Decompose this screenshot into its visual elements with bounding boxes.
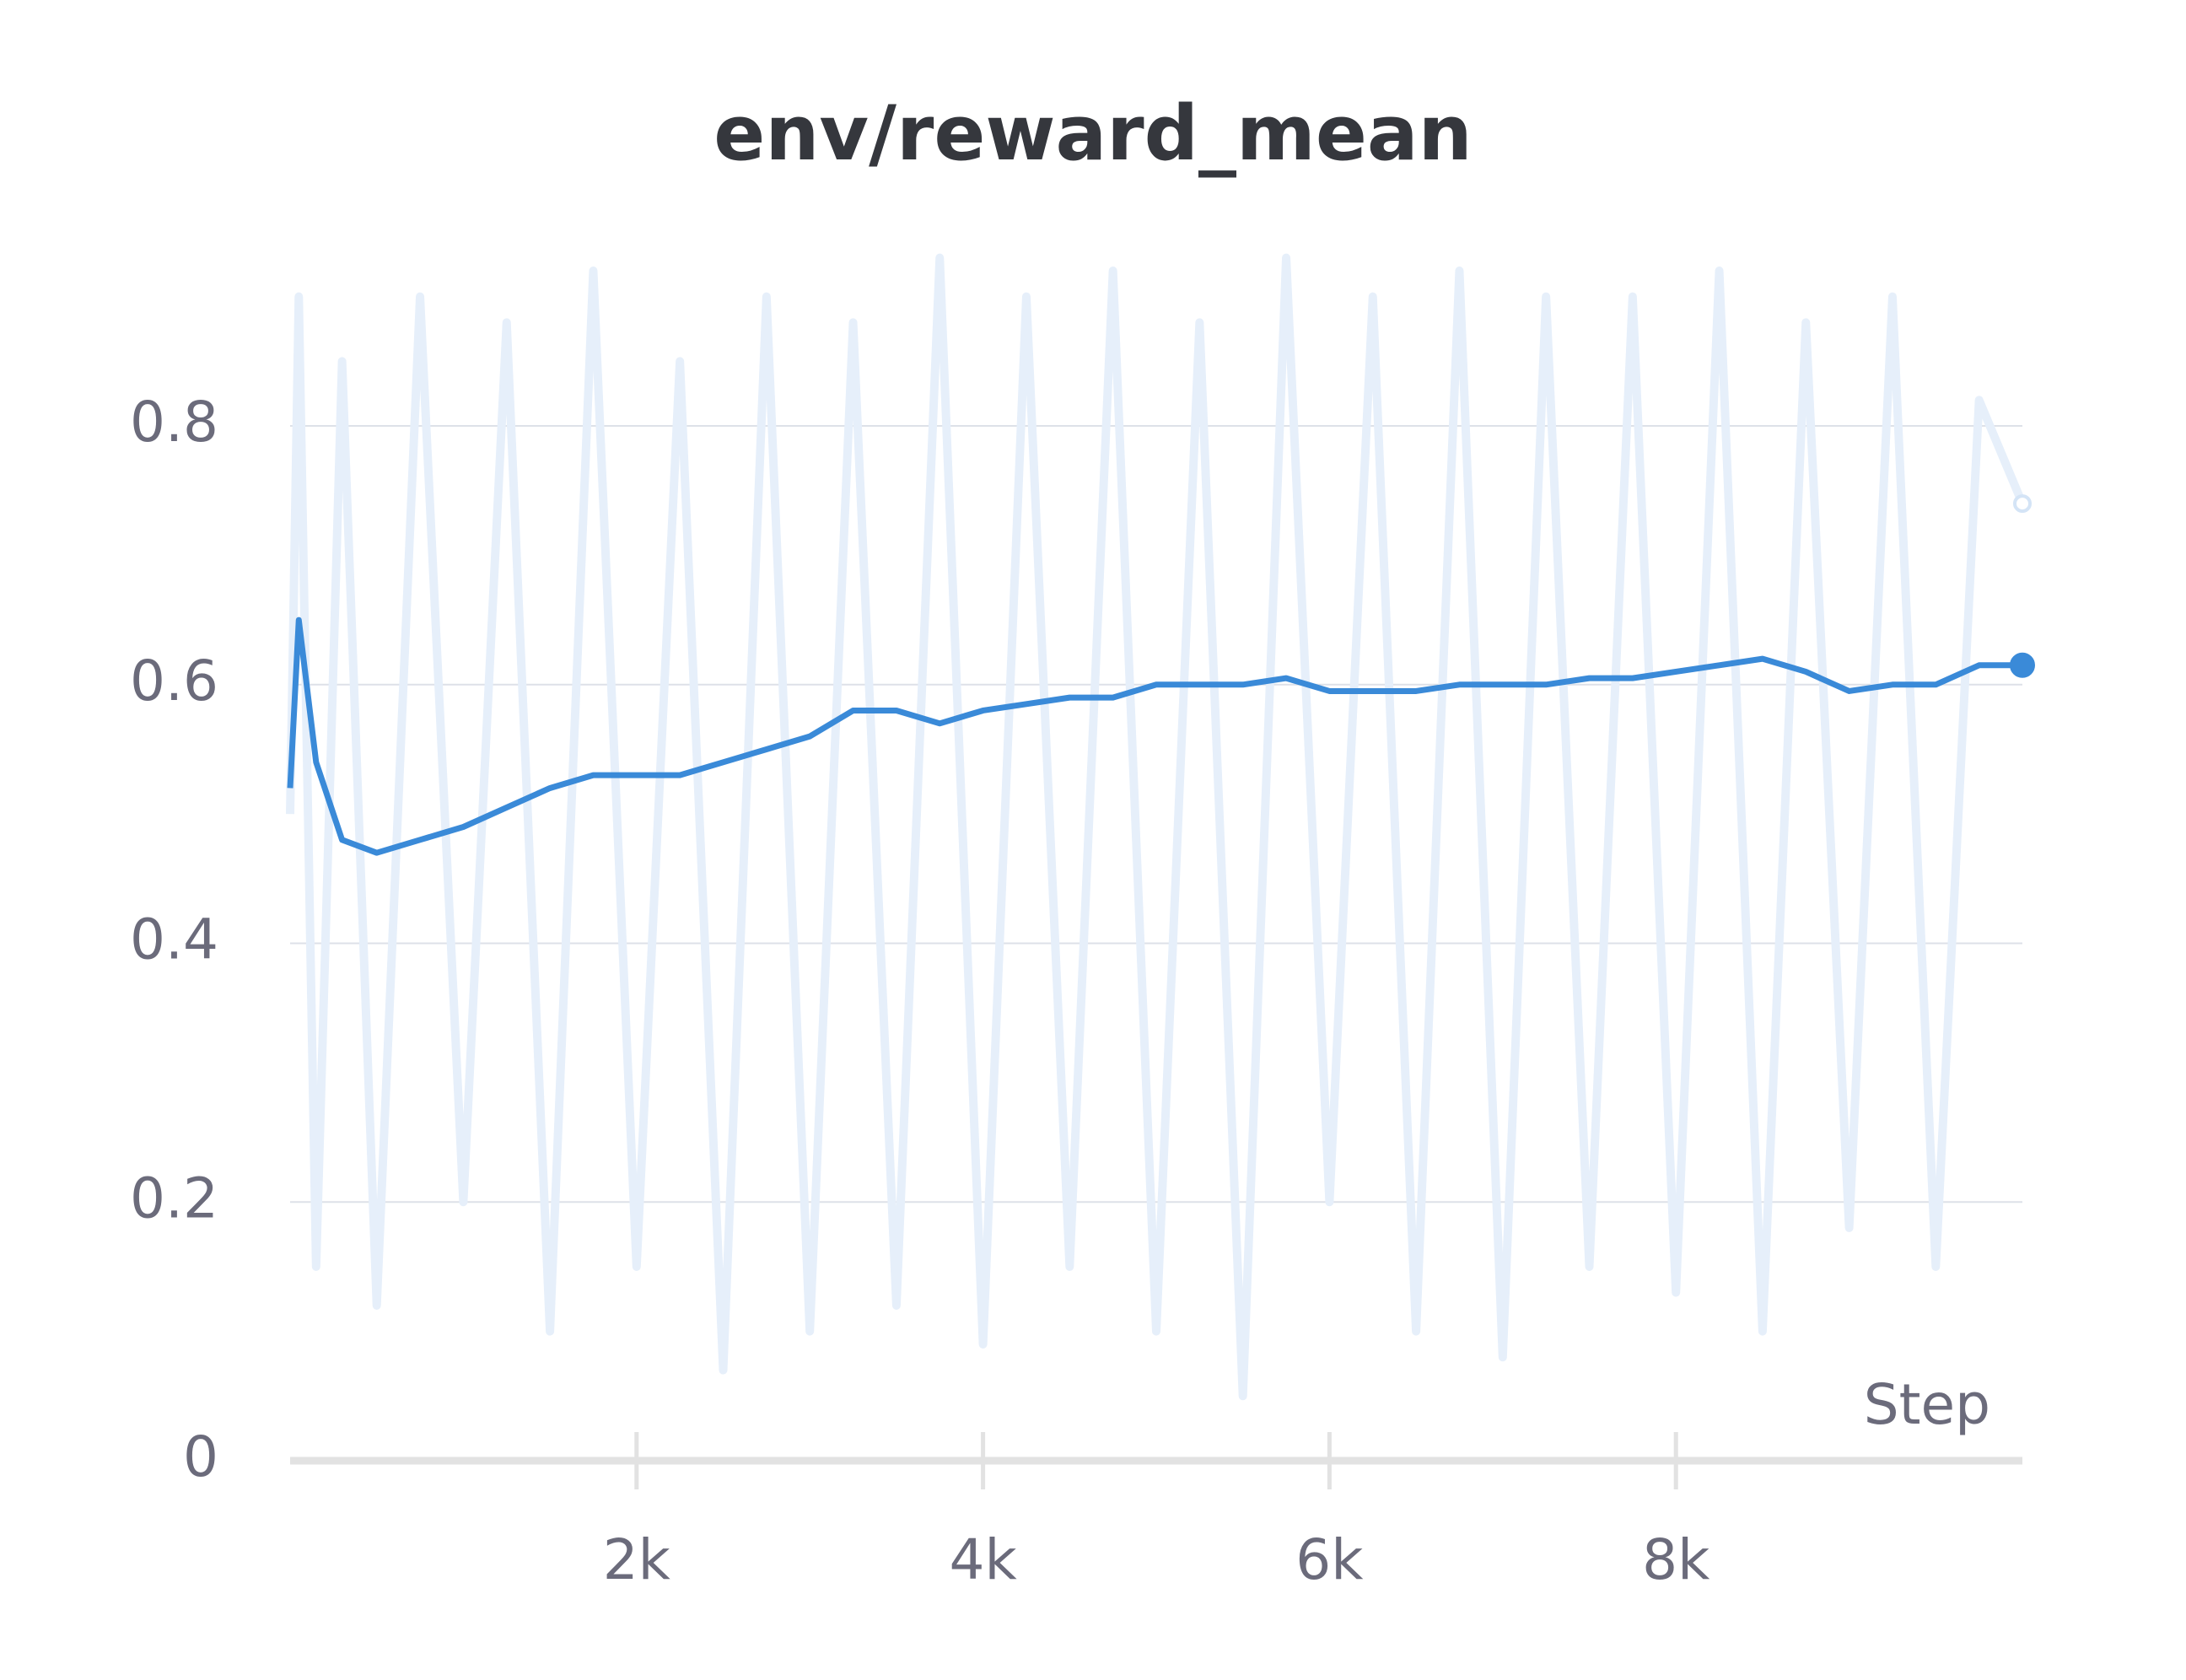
chart-title: env/reward_mean [713, 89, 1472, 178]
x-tick-label: 2k [603, 1527, 671, 1592]
y-tick-label: 0.8 [130, 390, 218, 455]
raw-line [286, 253, 2027, 1401]
x-tick-label: 4k [949, 1527, 1017, 1592]
y-tick-label: 0.4 [130, 907, 218, 972]
end-marker [2010, 652, 2035, 678]
y-tick-label: 0.6 [130, 649, 218, 713]
x-tick-label: 8k [1642, 1527, 1710, 1592]
x-tick-label: 6k [1295, 1527, 1364, 1592]
end-marker [2013, 494, 2032, 514]
y-tick-label: 0 [183, 1424, 218, 1489]
y-tick-label: 0.2 [130, 1166, 218, 1230]
x-axis-label: Step [1864, 1372, 1990, 1437]
smoothed-line [287, 617, 2022, 856]
